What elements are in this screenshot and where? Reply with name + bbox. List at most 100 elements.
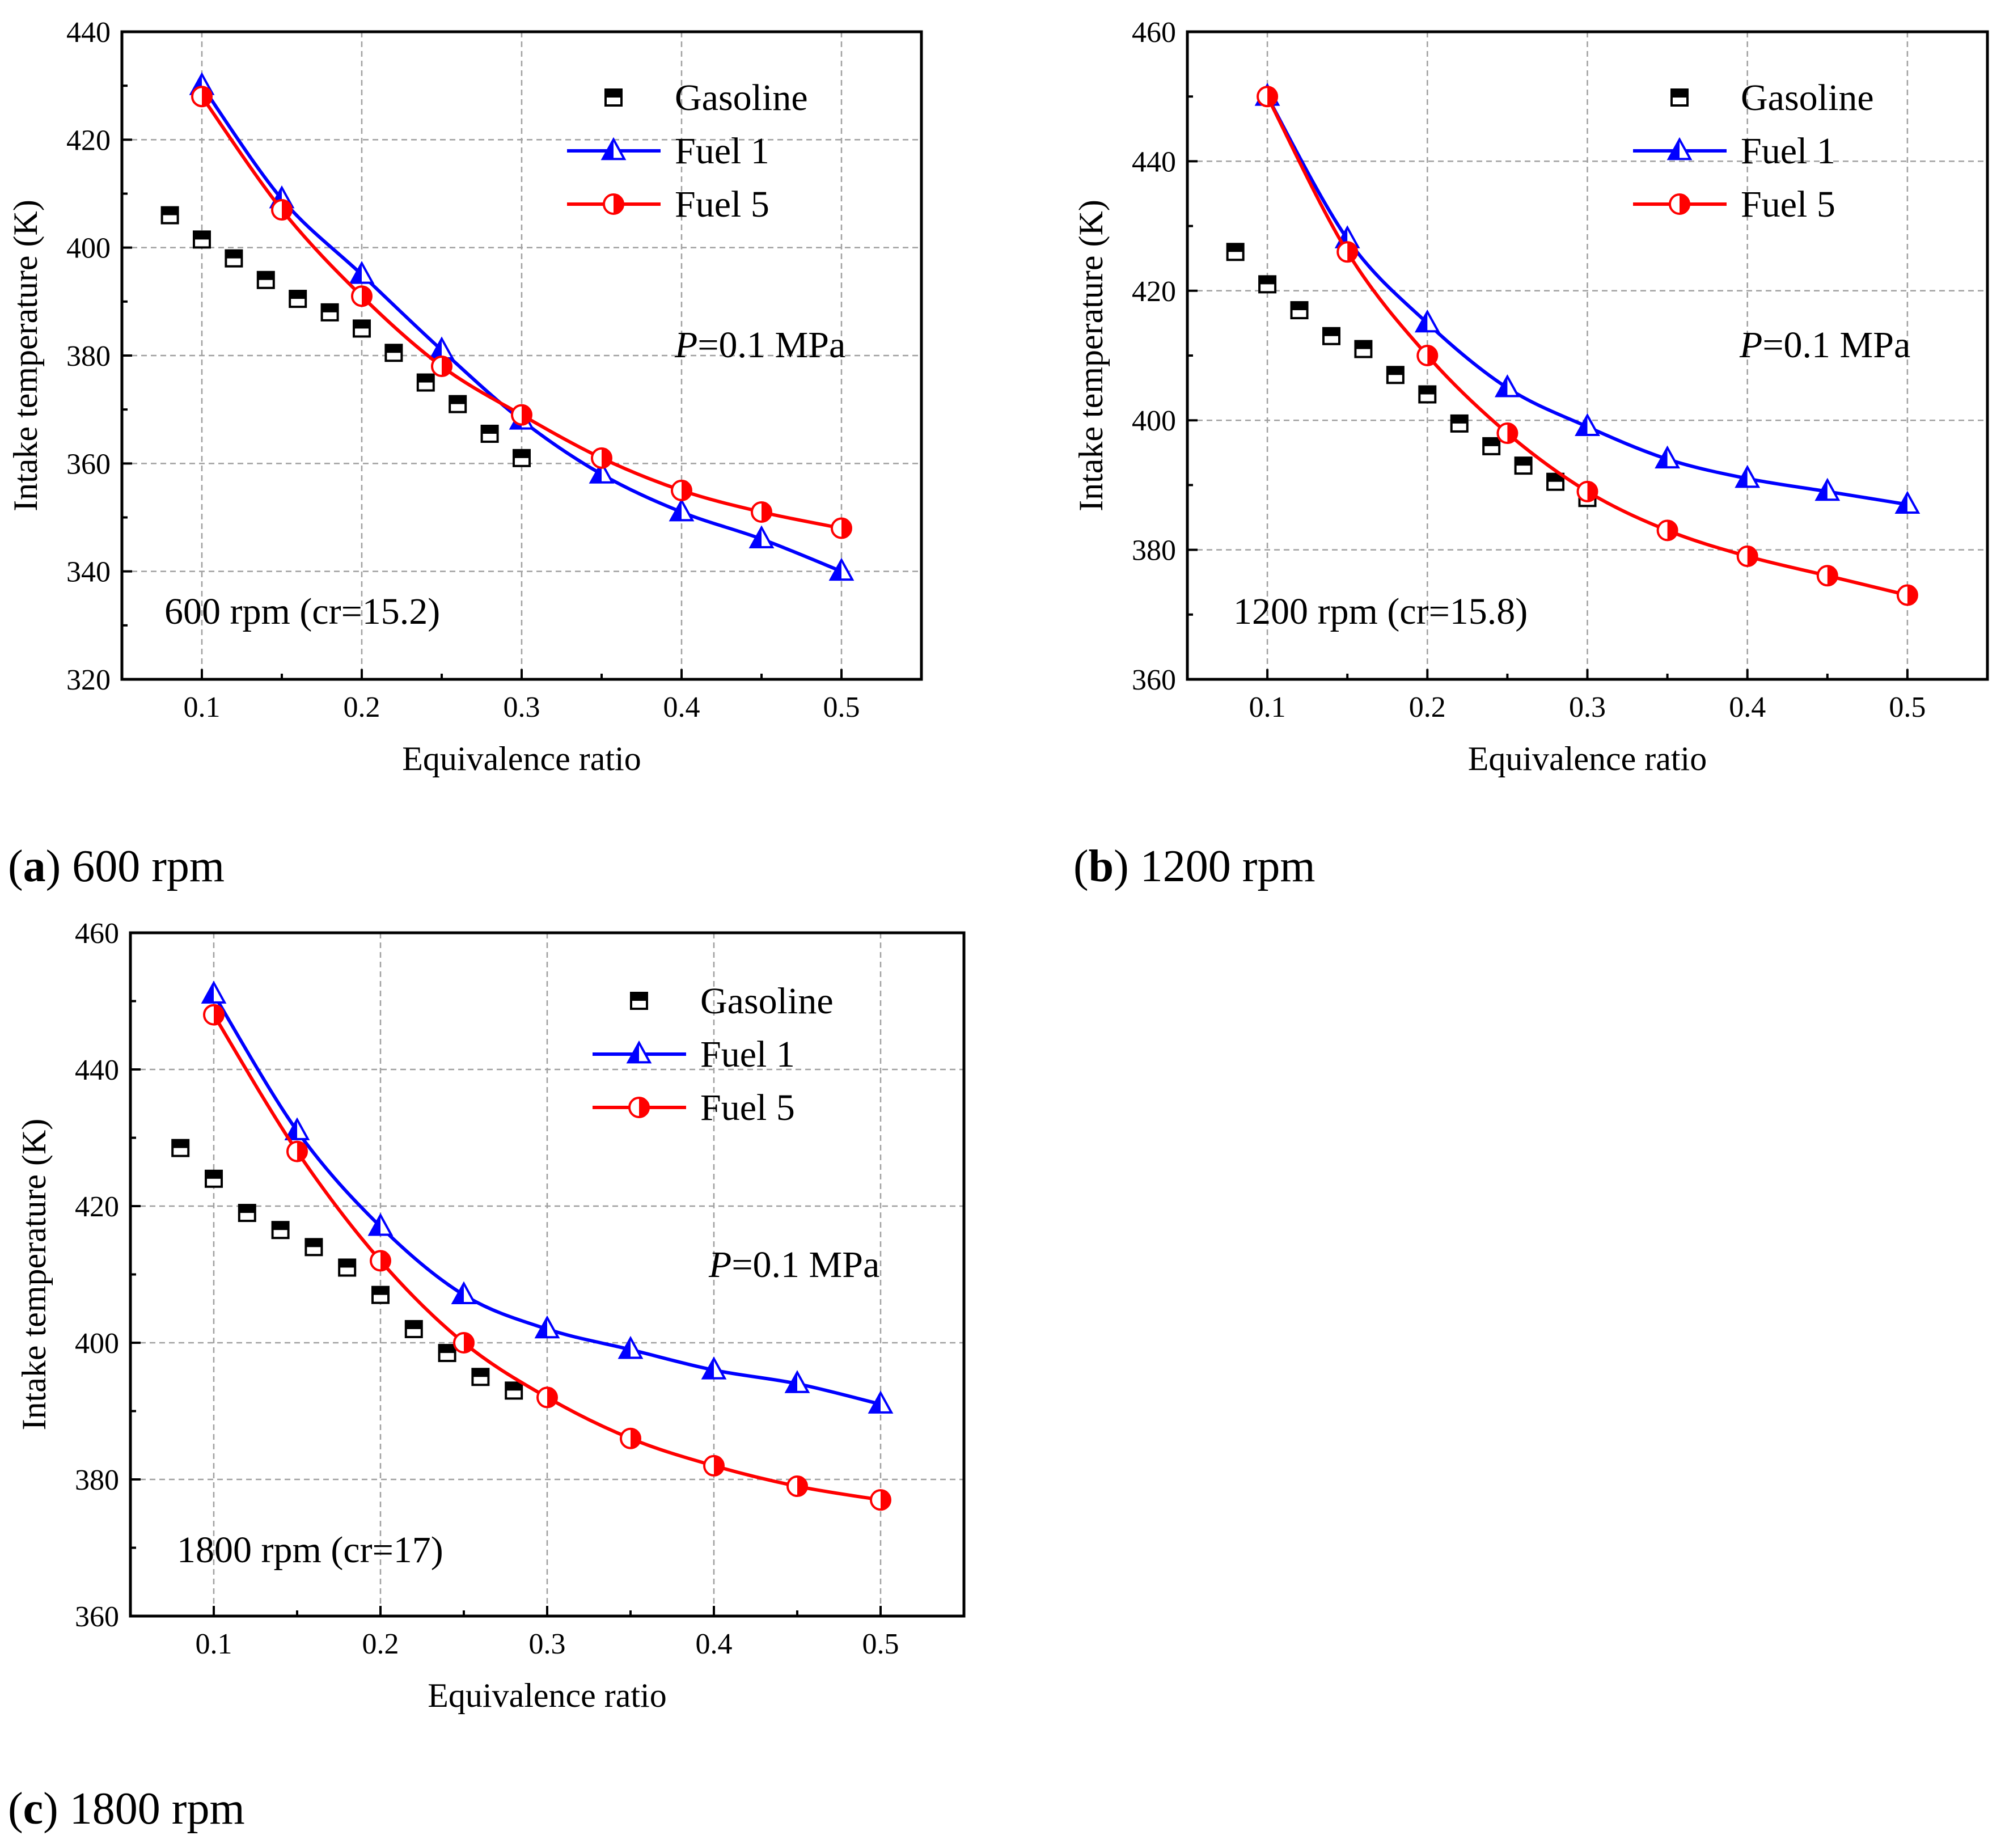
data-point — [1354, 340, 1373, 358]
data-point — [471, 1368, 490, 1386]
pressure-annotation: P=0.1 MPa — [674, 324, 845, 366]
data-point — [701, 1356, 727, 1380]
data-point — [1482, 437, 1501, 455]
data-point — [1450, 414, 1469, 433]
x-tick-label: 0.3 — [504, 691, 540, 724]
legend-label: Gasoline — [675, 77, 808, 119]
y-tick-label: 360 — [66, 448, 111, 480]
legend-marker — [1666, 137, 1693, 160]
legend: Gasoline Fuel 1 Fuel 5 — [1633, 77, 1874, 225]
y-tick-label: 360 — [75, 1601, 119, 1633]
data-point — [1894, 490, 1921, 514]
x-tick-label: 0.4 — [1729, 691, 1766, 724]
data-point — [191, 86, 213, 108]
data-point — [1258, 275, 1277, 294]
x-tick-label: 0.1 — [184, 691, 221, 724]
legend-entry: Fuel 5 — [593, 1087, 795, 1128]
data-point — [320, 303, 339, 322]
data-point — [271, 1221, 290, 1240]
x-tick-label: 0.3 — [529, 1628, 566, 1660]
legend-entry: Fuel 1 — [593, 1034, 795, 1075]
x-axis-label: Equivalence ratio — [402, 740, 641, 777]
x-tick-label: 0.3 — [1569, 691, 1606, 724]
y-tick-label: 440 — [1132, 146, 1176, 178]
y-tick-label: 320 — [66, 664, 111, 696]
chart-panel-c: 0.1 0.2 0.3 0.4 0.5 360 380 400 420 440 460 Equival… — [15, 917, 966, 1714]
legend-marker — [1669, 193, 1690, 215]
legend-label: Fuel 1 — [1741, 130, 1835, 172]
caption-b: (b) 1200 rpm — [1073, 841, 1315, 891]
data-point — [449, 395, 467, 413]
data-point — [669, 498, 695, 522]
data-point — [1546, 472, 1565, 491]
legend-label: Gasoline — [1741, 77, 1874, 119]
data-point — [416, 373, 435, 392]
y-tick-label: 460 — [75, 917, 119, 950]
data-point — [431, 356, 452, 378]
y-tick-label: 380 — [75, 1464, 119, 1496]
legend: Gasoline Fuel 1 Fuel 5 — [567, 77, 808, 225]
data-point — [371, 1285, 390, 1304]
data-point — [284, 1117, 310, 1140]
legend-marker — [628, 1097, 650, 1118]
legend-label: Fuel 1 — [675, 130, 769, 172]
data-point — [751, 501, 772, 523]
data-point — [1414, 309, 1440, 333]
data-point — [1655, 445, 1680, 469]
legend-marker — [604, 88, 623, 107]
data-point — [786, 1475, 808, 1498]
data-point — [1816, 565, 1838, 587]
legend-entry: Fuel 5 — [567, 184, 769, 225]
data-point — [256, 270, 275, 289]
data-point — [536, 1386, 558, 1409]
legend-marker — [1670, 88, 1689, 107]
data-point — [289, 290, 307, 308]
data-point — [370, 1250, 391, 1272]
caption-a: (a) 600 rpm — [8, 841, 225, 891]
legend-entry: Gasoline — [630, 980, 834, 1022]
data-point — [591, 447, 612, 469]
data-point — [1416, 345, 1439, 366]
legend-label: Fuel 1 — [700, 1034, 795, 1075]
x-tick-label: 0.1 — [1249, 691, 1286, 724]
x-tick-label: 0.5 — [862, 1628, 899, 1660]
data-point — [1290, 301, 1309, 320]
data-point — [620, 1427, 641, 1449]
y-tick-label: 460 — [1132, 16, 1176, 49]
ticks: 0.1 0.2 0.3 0.4 0.5 360 380 400 420 440 460 — [1132, 16, 1926, 724]
data-point — [201, 980, 227, 1004]
y-tick-label: 380 — [1132, 535, 1176, 567]
data-point — [367, 1213, 394, 1236]
series-gasoline — [160, 206, 531, 467]
data-point — [349, 261, 375, 284]
data-point — [451, 1281, 477, 1305]
data-point — [238, 1204, 256, 1223]
ticks: 0.1 0.2 0.3 0.4 0.5 360 380 400 420 440 460 — [75, 917, 899, 1660]
data-point — [193, 230, 211, 249]
series-fuel-5 — [1257, 86, 1918, 606]
data-point — [1736, 545, 1758, 568]
data-point — [404, 1320, 423, 1338]
legend-entry: Fuel 5 — [1633, 184, 1835, 225]
y-tick-label: 420 — [75, 1191, 119, 1223]
legend-entry: Gasoline — [1670, 77, 1874, 119]
x-tick-label: 0.5 — [1889, 691, 1926, 724]
series-fuel-1 — [201, 980, 894, 1414]
data-point — [453, 1332, 475, 1354]
data-point — [831, 517, 852, 539]
y-tick-label: 420 — [66, 124, 111, 157]
data-point — [1226, 243, 1245, 261]
data-point — [1656, 519, 1678, 542]
x-tick-label: 0.5 — [823, 691, 860, 724]
legend-marker — [630, 992, 648, 1010]
data-point — [868, 1390, 894, 1414]
data-point — [1418, 385, 1437, 404]
data-point — [1386, 366, 1405, 384]
x-axis-label: Equivalence ratio — [428, 1677, 666, 1714]
y-tick-label: 440 — [66, 16, 111, 49]
data-point — [171, 1139, 190, 1157]
x-tick-label: 0.2 — [362, 1628, 399, 1660]
data-point — [513, 449, 531, 467]
speed-annotation: 1800 rpm (cr=17) — [177, 1529, 443, 1571]
